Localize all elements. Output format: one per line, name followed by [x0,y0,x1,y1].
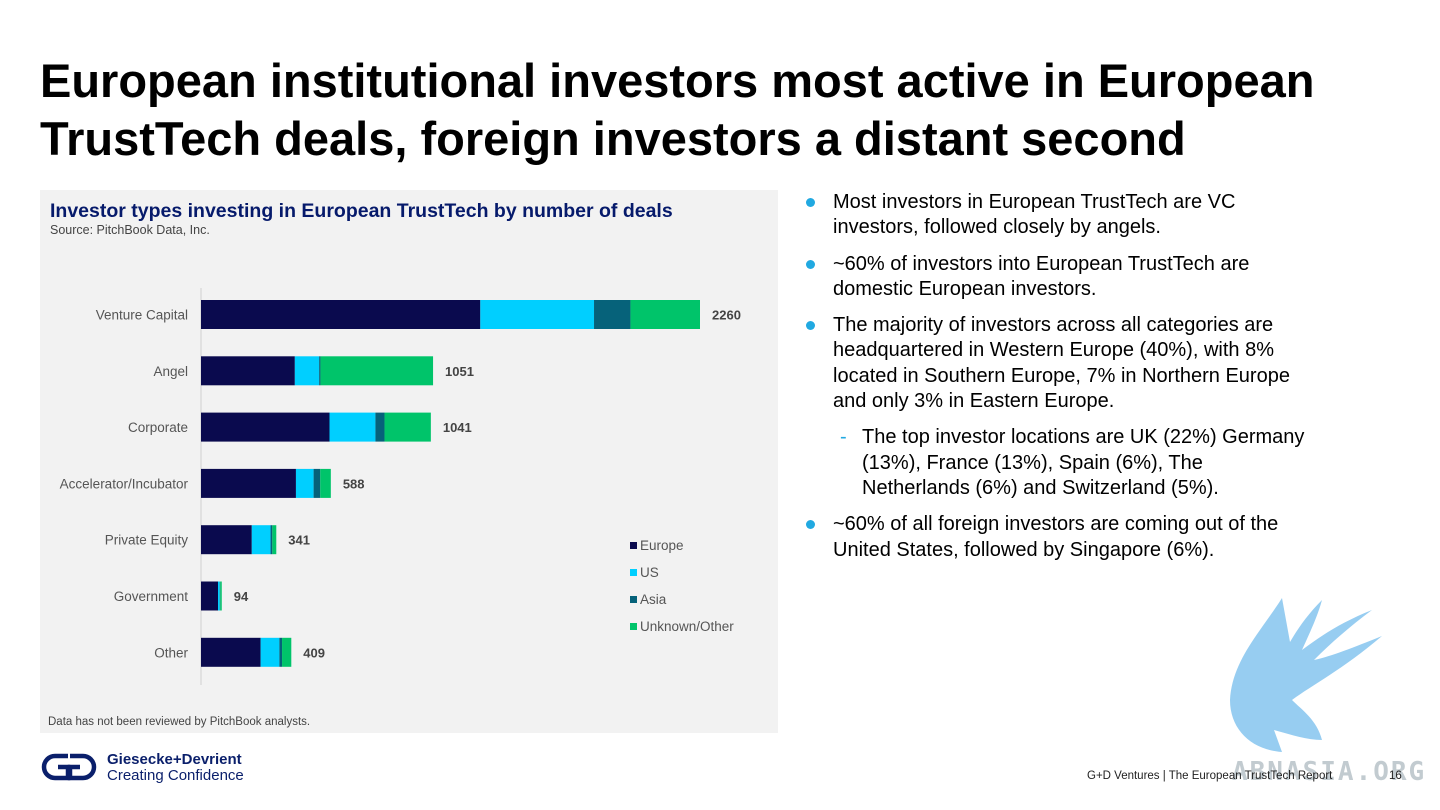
category-label: Venture Capital [96,308,188,323]
bar-segment-unknown-other [320,356,434,386]
bar-segment-europe [201,468,296,498]
slide-title: European institutional investors most ac… [40,54,1315,165]
bullet-item: ~60% of investors into European TrustTec… [806,252,1306,303]
bar-segment-us [329,412,376,442]
logo-name: Giesecke+Devrient [107,751,242,768]
bar-segment-europe [201,412,330,442]
chart-legend: Europe US Asia Unknown/Other [630,532,734,640]
gd-logo-icon [41,753,97,781]
bar-segment-unknown-other [282,637,292,667]
legend-swatch-icon [630,569,637,576]
total-data-label: 341 [288,533,310,548]
category-label: Accelerator/Incubator [60,476,189,491]
stacked-bar-chart: Venture Capital 2260 Angel 1051 Corporate 104… [60,288,741,685]
bar-segment-unknown-other [320,468,331,498]
sub-bullet-item: - The top investor locations are UK (22%)… [806,425,1306,501]
bar-segment-unknown-other [272,525,277,555]
bullet-text: ~60% of all foreign investors are coming… [833,513,1279,561]
bar-segment-asia [319,356,321,386]
bullet-text: The majority of investors across all cat… [833,314,1290,413]
category-label: Angel [153,364,188,379]
chart-footnote: Data has not been reviewed by PitchBook … [48,716,311,728]
chart-panel: Venture Capital 2260 Angel 1051 Corporate 104… [40,190,778,733]
bar-segment-us [251,525,271,555]
bullet-item: Most investors in European TrustTech are… [806,190,1306,241]
bar-segment-us [294,356,320,386]
bar-segment-us [480,300,595,329]
bullet-item: The majority of investors across all cat… [806,313,1306,414]
bar-segment-europe [201,525,252,555]
total-data-label: 1051 [445,364,474,379]
total-data-label: 2260 [712,308,741,323]
category-label: Corporate [128,420,188,435]
bullet-text: Most investors in European TrustTech are… [833,191,1236,239]
legend-item: US [630,559,734,586]
legend-item: Asia [630,586,734,613]
bar-segment-us [218,581,220,611]
bar-segment-asia [270,525,273,555]
bar-segment-europe [201,637,261,667]
total-data-label: 588 [343,476,365,491]
legend-item: Unknown/Other [630,613,734,640]
bar-segment-asia [594,300,631,329]
category-label: Other [154,645,188,660]
page-number: 16 [1389,770,1402,782]
bar-segment-europe [201,581,219,611]
legend-label: Asia [640,592,667,607]
bullet-dot-icon [806,198,815,207]
bullet-text: The top investor locations are UK (22%) … [862,426,1305,499]
bar-segment-us [260,637,280,667]
category-label: Government [114,589,189,604]
total-data-label: 1041 [443,420,472,435]
company-logo: Giesecke+Devrient Creating Confidence [40,752,244,787]
bullet-dot-icon [806,520,815,530]
total-data-label: 94 [234,589,249,604]
bar-segment-unknown-other [384,412,431,442]
total-data-label: 409 [303,645,325,660]
bullet-text: ~60% of investors into European TrustTec… [833,252,1250,300]
bar-segment-unknown-other [630,300,700,329]
bullet-list: Most investors in European TrustTech are… [806,190,1306,574]
category-label: Private Equity [105,533,189,548]
bar-segment-asia [279,637,283,667]
legend-label: Unknown/Other [640,619,734,634]
bar-segment-asia [313,468,321,498]
legend-swatch-icon [630,596,637,603]
bar-segment-unknown-other [220,581,222,611]
legend-label: Europe [640,538,684,553]
legend-swatch-icon [630,623,637,630]
bullet-item: ~60% of all foreign investors are coming… [806,512,1306,563]
bar-segment-europe [201,300,481,329]
logo-tagline: Creating Confidence [107,767,244,784]
dash-icon: - [840,426,847,449]
chart-source: Source: PitchBook Data, Inc. [50,223,210,237]
legend-label: US [640,565,659,580]
bar-segment-europe [201,356,295,386]
slide-footer: G+D Ventures | The European TrustTech Re… [1087,770,1333,782]
bar-segment-asia [375,412,385,442]
bar-segment-us [295,468,314,498]
bullet-dot-icon [806,259,815,269]
chart-title: Investor types investing in European Tru… [50,200,673,222]
griffin-logo-icon [1230,598,1382,752]
legend-item: Europe [630,532,734,559]
watermark: ABNASIA.ORG [1232,757,1427,787]
bullet-dot-icon [806,321,815,331]
legend-swatch-icon [630,542,637,549]
